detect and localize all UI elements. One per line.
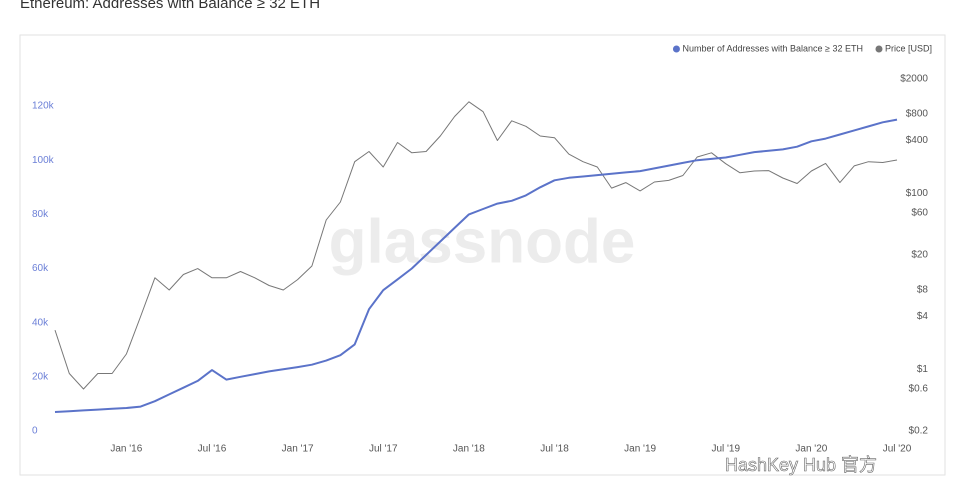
x-tick-label: Jul '17 xyxy=(369,444,398,455)
x-tick-label: Jan '17 xyxy=(282,444,314,455)
x-tick-label: Jan '19 xyxy=(624,444,656,455)
y-tick-label: 80k xyxy=(32,209,49,220)
y-tick-label: 120k xyxy=(32,101,55,112)
y2-tick-label: $0.2 xyxy=(909,426,929,437)
x-tick-label: Jul '16 xyxy=(198,444,227,455)
y-tick-label: 100k xyxy=(32,155,55,166)
y2-tick-label: $1 xyxy=(917,364,929,375)
y-tick-label: 40k xyxy=(32,317,49,328)
series-line xyxy=(54,118,898,413)
y2-tick-label: $4 xyxy=(917,311,929,322)
legend-swatch xyxy=(875,45,883,53)
y2-tick-label: $800 xyxy=(906,109,929,120)
y2-tick-label: $2000 xyxy=(900,74,928,85)
y2-tick-label: $20 xyxy=(911,250,928,261)
chart-title: Ethereum: Addresses with Balance ≥ 32 ET… xyxy=(20,0,320,12)
chart-frame xyxy=(19,34,946,476)
legend-label: Price [USD] xyxy=(885,43,932,53)
x-tick-label: Jan '20 xyxy=(795,444,827,455)
y-tick-label: 20k xyxy=(32,371,49,382)
watermark: glassnode xyxy=(329,207,636,276)
legend-label: Number of Addresses with Balance ≥ 32 ET… xyxy=(682,43,863,53)
legend-swatch xyxy=(672,45,680,53)
y2-tick-label: $8 xyxy=(917,285,929,296)
x-tick-label: Jul '18 xyxy=(540,444,569,455)
y2-tick-label: $0.6 xyxy=(909,384,929,395)
overlay-text: HashKey Hub 官方 xyxy=(725,455,877,475)
x-tick-label: Jul '20 xyxy=(883,444,912,455)
series-line xyxy=(54,101,898,390)
x-tick-label: Jan '16 xyxy=(110,444,142,455)
y-tick-label: 60k xyxy=(32,263,49,274)
y2-tick-label: $400 xyxy=(906,135,929,146)
y2-tick-label: $60 xyxy=(911,208,928,219)
y-tick-label: 0 xyxy=(32,426,38,437)
x-tick-label: Jan '18 xyxy=(453,444,485,455)
x-tick-label: Jul '19 xyxy=(711,444,740,455)
y2-tick-label: $100 xyxy=(906,188,929,199)
